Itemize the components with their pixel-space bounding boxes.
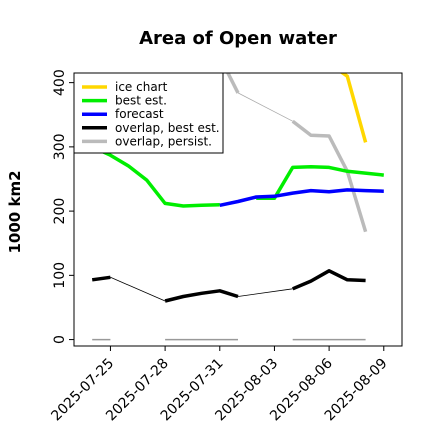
legend-label-forecast: forecast: [115, 107, 164, 121]
overlap-best-est-line-2: [164, 289, 239, 303]
legend-label-overlap-persist: overlap, persist.: [115, 134, 212, 148]
overlap-best-est-connector-1: [110, 276, 166, 302]
y-tick-label-0: 0: [52, 335, 68, 344]
y-tick-label-300: 300: [52, 134, 68, 161]
chart-title: Area of Open water: [139, 28, 337, 49]
forecast-line-1: [219, 188, 384, 208]
plot-area: [91, 73, 384, 341]
overlap-persist-connector-1: [237, 92, 293, 122]
best-est-line-1: [91, 145, 220, 208]
y-axis-label: 1000 km2: [6, 170, 24, 253]
y-tick-label-400: 400: [52, 69, 68, 96]
overlap-best-est-connector-2: [237, 288, 293, 297]
series-group: [91, 73, 384, 341]
best-est-line-2: [256, 165, 384, 201]
legend-label-overlap-best-est: overlap, best est.: [115, 121, 220, 135]
legend-label-best-est: best est.: [115, 94, 167, 108]
y-tick-label-100: 100: [52, 262, 68, 289]
overlap-persist-line-1: [225, 73, 240, 94]
plot-frame: [73, 72, 403, 347]
overlap-best-est-line-3: [292, 269, 366, 291]
ice-chart-line-1: [339, 73, 368, 143]
y-tick-label-200: 200: [52, 198, 68, 225]
overlap-best-est-line-1: [91, 275, 111, 282]
legend-label-ice-chart: ice chart: [115, 80, 168, 94]
